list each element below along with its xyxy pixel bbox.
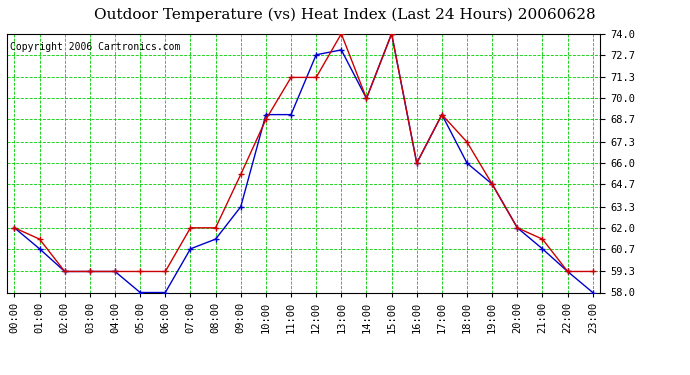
- Heat Index: [211, 226, 219, 230]
- Heat Index: [86, 269, 94, 274]
- Line: Temperature: Temperature: [11, 30, 596, 296]
- Temperature: [211, 237, 219, 242]
- Heat Index: [10, 226, 19, 230]
- Text: Copyright 2006 Cartronics.com: Copyright 2006 Cartronics.com: [10, 42, 180, 51]
- Temperature: [10, 226, 19, 230]
- Heat Index: [362, 96, 371, 101]
- Temperature: [237, 204, 245, 209]
- Temperature: [538, 247, 546, 251]
- Heat Index: [111, 269, 119, 274]
- Temperature: [589, 290, 597, 295]
- Temperature: [513, 226, 522, 230]
- Temperature: [564, 269, 572, 274]
- Heat Index: [237, 172, 245, 177]
- Temperature: [61, 269, 69, 274]
- Heat Index: [136, 269, 144, 274]
- Heat Index: [413, 161, 421, 165]
- Text: Outdoor Temperature (vs) Heat Index (Last 24 Hours) 20060628: Outdoor Temperature (vs) Heat Index (Las…: [95, 8, 595, 22]
- Heat Index: [262, 117, 270, 122]
- Temperature: [186, 247, 195, 251]
- Heat Index: [437, 112, 446, 117]
- Line: Heat Index: Heat Index: [11, 30, 596, 275]
- Heat Index: [161, 269, 170, 274]
- Heat Index: [312, 75, 320, 80]
- Temperature: [262, 112, 270, 117]
- Temperature: [463, 161, 471, 165]
- Heat Index: [388, 32, 396, 36]
- Temperature: [337, 48, 346, 52]
- Heat Index: [564, 269, 572, 274]
- Heat Index: [463, 140, 471, 144]
- Temperature: [388, 32, 396, 36]
- Heat Index: [513, 226, 522, 230]
- Heat Index: [337, 32, 346, 36]
- Heat Index: [186, 226, 195, 230]
- Temperature: [312, 53, 320, 57]
- Temperature: [136, 290, 144, 295]
- Heat Index: [538, 237, 546, 242]
- Temperature: [413, 161, 421, 165]
- Temperature: [437, 112, 446, 117]
- Temperature: [111, 269, 119, 274]
- Temperature: [161, 290, 170, 295]
- Heat Index: [61, 269, 69, 274]
- Heat Index: [287, 75, 295, 80]
- Heat Index: [488, 182, 496, 186]
- Temperature: [86, 269, 94, 274]
- Temperature: [362, 96, 371, 101]
- Temperature: [287, 112, 295, 117]
- Heat Index: [589, 269, 597, 274]
- Heat Index: [35, 237, 43, 242]
- Temperature: [488, 182, 496, 186]
- Temperature: [35, 247, 43, 251]
